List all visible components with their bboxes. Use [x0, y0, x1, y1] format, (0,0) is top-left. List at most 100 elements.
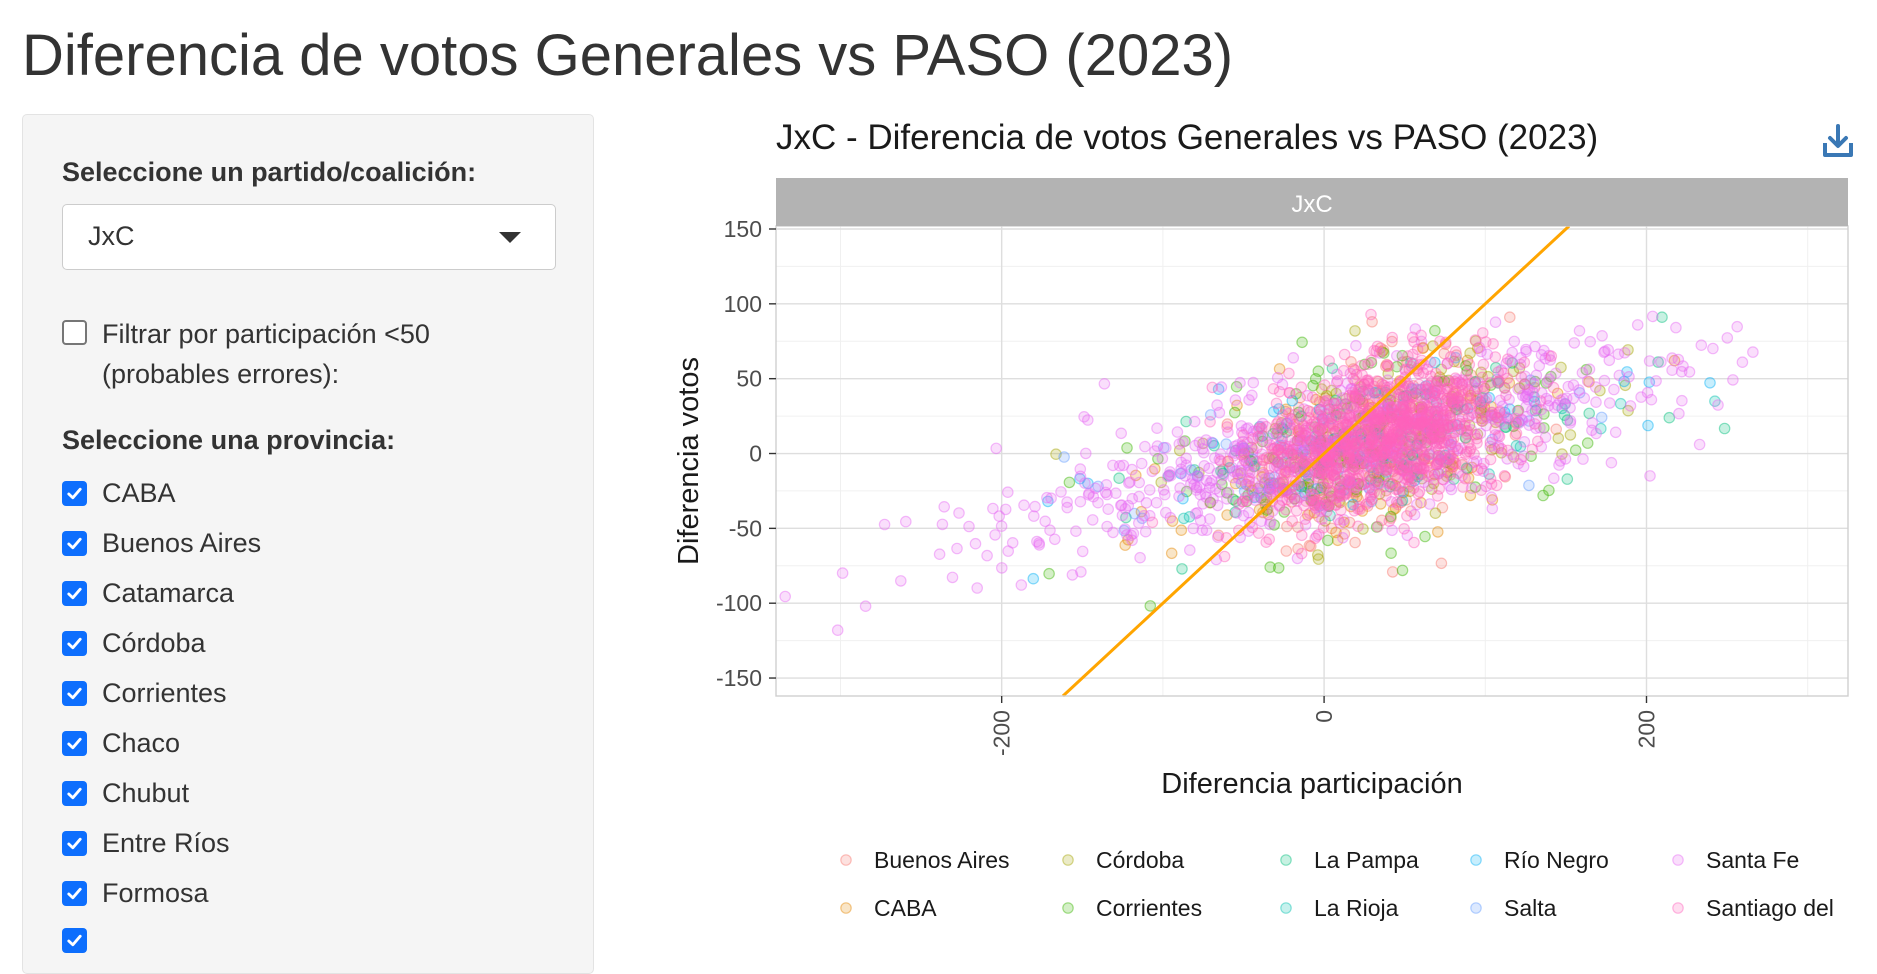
province-checkbox-catamarca[interactable]: Catamarca	[62, 578, 234, 609]
data-point	[1489, 351, 1502, 363]
data-point	[1356, 369, 1368, 381]
data-point	[1325, 464, 1337, 477]
data-point	[1188, 415, 1201, 428]
data-point	[1448, 401, 1461, 414]
data-point	[1393, 418, 1406, 430]
data-point	[1328, 447, 1341, 460]
data-point	[1381, 463, 1394, 476]
data-point	[1431, 450, 1444, 463]
data-point	[1383, 432, 1395, 445]
data-point	[1391, 360, 1403, 373]
province-checkbox-corrientes[interactable]: Corrientes	[62, 678, 227, 709]
checkbox-checked-icon[interactable]	[62, 881, 87, 906]
checkbox-checked-icon[interactable]	[62, 481, 87, 506]
data-point	[1645, 393, 1658, 406]
checkbox-checked-icon[interactable]	[62, 631, 87, 656]
data-point	[1355, 359, 1367, 372]
data-point	[1395, 496, 1408, 509]
data-point	[1204, 496, 1217, 509]
data-point	[1652, 356, 1664, 368]
data-point	[1360, 416, 1372, 429]
data-point	[1358, 478, 1370, 490]
province-checkbox-entre-rios[interactable]: Entre Ríos	[62, 828, 230, 859]
data-point	[1479, 406, 1491, 418]
province-checkbox-caba[interactable]: CABA	[62, 478, 176, 509]
data-point	[1428, 413, 1441, 425]
data-point	[1404, 419, 1416, 431]
data-point	[1250, 455, 1263, 468]
data-point	[1441, 358, 1454, 370]
data-point	[1413, 432, 1426, 444]
province-checkbox-cordoba[interactable]: Córdoba	[62, 628, 206, 659]
data-point	[1249, 477, 1261, 489]
data-point	[1328, 469, 1340, 482]
data-point	[1310, 446, 1322, 458]
party-select[interactable]: JxC	[62, 204, 556, 270]
checkbox-checked-icon[interactable]	[62, 781, 87, 806]
data-point	[1405, 476, 1418, 488]
data-point	[963, 520, 975, 533]
data-point	[1445, 438, 1457, 451]
data-point	[1204, 497, 1216, 509]
data-point	[1584, 335, 1596, 348]
data-point	[1381, 359, 1394, 372]
data-point	[1515, 352, 1527, 364]
checkbox-checked-icon[interactable]	[62, 581, 87, 606]
data-point	[1277, 441, 1290, 454]
data-point	[1460, 462, 1473, 474]
province-checkbox-partial[interactable]	[62, 928, 87, 953]
checkbox-checked-icon[interactable]	[62, 681, 87, 706]
data-point	[1353, 453, 1365, 466]
data-point	[1208, 439, 1220, 452]
data-point	[1343, 389, 1356, 402]
data-point	[1380, 457, 1393, 470]
checkbox-checked-icon[interactable]	[62, 831, 87, 856]
data-point	[1333, 495, 1345, 508]
download-icon[interactable]	[1822, 124, 1854, 158]
data-point	[1360, 439, 1373, 452]
checkbox-checked-icon[interactable]	[62, 928, 87, 953]
data-point	[1313, 423, 1325, 436]
data-point	[1598, 346, 1610, 359]
data-point	[1229, 394, 1242, 406]
data-point	[1027, 572, 1040, 585]
data-point	[1471, 342, 1484, 355]
data-point	[1621, 366, 1633, 378]
data-point	[1498, 382, 1511, 394]
data-point	[1257, 466, 1269, 479]
data-point	[1345, 400, 1357, 412]
data-point	[1382, 360, 1395, 372]
data-point	[1459, 448, 1472, 460]
data-point	[1233, 498, 1245, 510]
data-point	[1404, 400, 1417, 413]
checkbox-checked-icon[interactable]	[62, 731, 87, 756]
data-point	[1150, 496, 1163, 509]
data-point	[1118, 524, 1130, 537]
province-checkbox-buenos-aires[interactable]: Buenos Aires	[62, 528, 261, 559]
data-point	[1415, 419, 1427, 431]
data-point	[1334, 475, 1346, 487]
province-checkbox-chubut[interactable]: Chubut	[62, 778, 189, 809]
data-point	[1375, 385, 1388, 397]
data-point	[1390, 447, 1402, 460]
province-checkbox-chaco[interactable]: Chaco	[62, 728, 180, 759]
checkbox-checked-icon[interactable]	[62, 531, 87, 556]
data-point	[1268, 453, 1281, 466]
checkbox-icon[interactable]	[62, 320, 87, 345]
data-point	[1350, 483, 1363, 496]
data-point	[1256, 435, 1269, 448]
data-point	[1230, 464, 1243, 477]
data-point	[1528, 395, 1541, 408]
data-point	[1534, 421, 1546, 434]
data-point	[1029, 500, 1041, 513]
data-point	[1356, 469, 1369, 482]
data-point	[1425, 417, 1437, 429]
data-point	[1513, 382, 1526, 394]
data-point	[1349, 390, 1361, 402]
data-point	[1456, 378, 1469, 391]
data-point	[1157, 484, 1170, 496]
filter-participation-checkbox[interactable]: Filtrar por participación <50 (probables…	[62, 314, 430, 394]
data-point	[1354, 456, 1367, 469]
data-point	[1353, 500, 1365, 513]
province-checkbox-formosa[interactable]: Formosa	[62, 878, 209, 909]
